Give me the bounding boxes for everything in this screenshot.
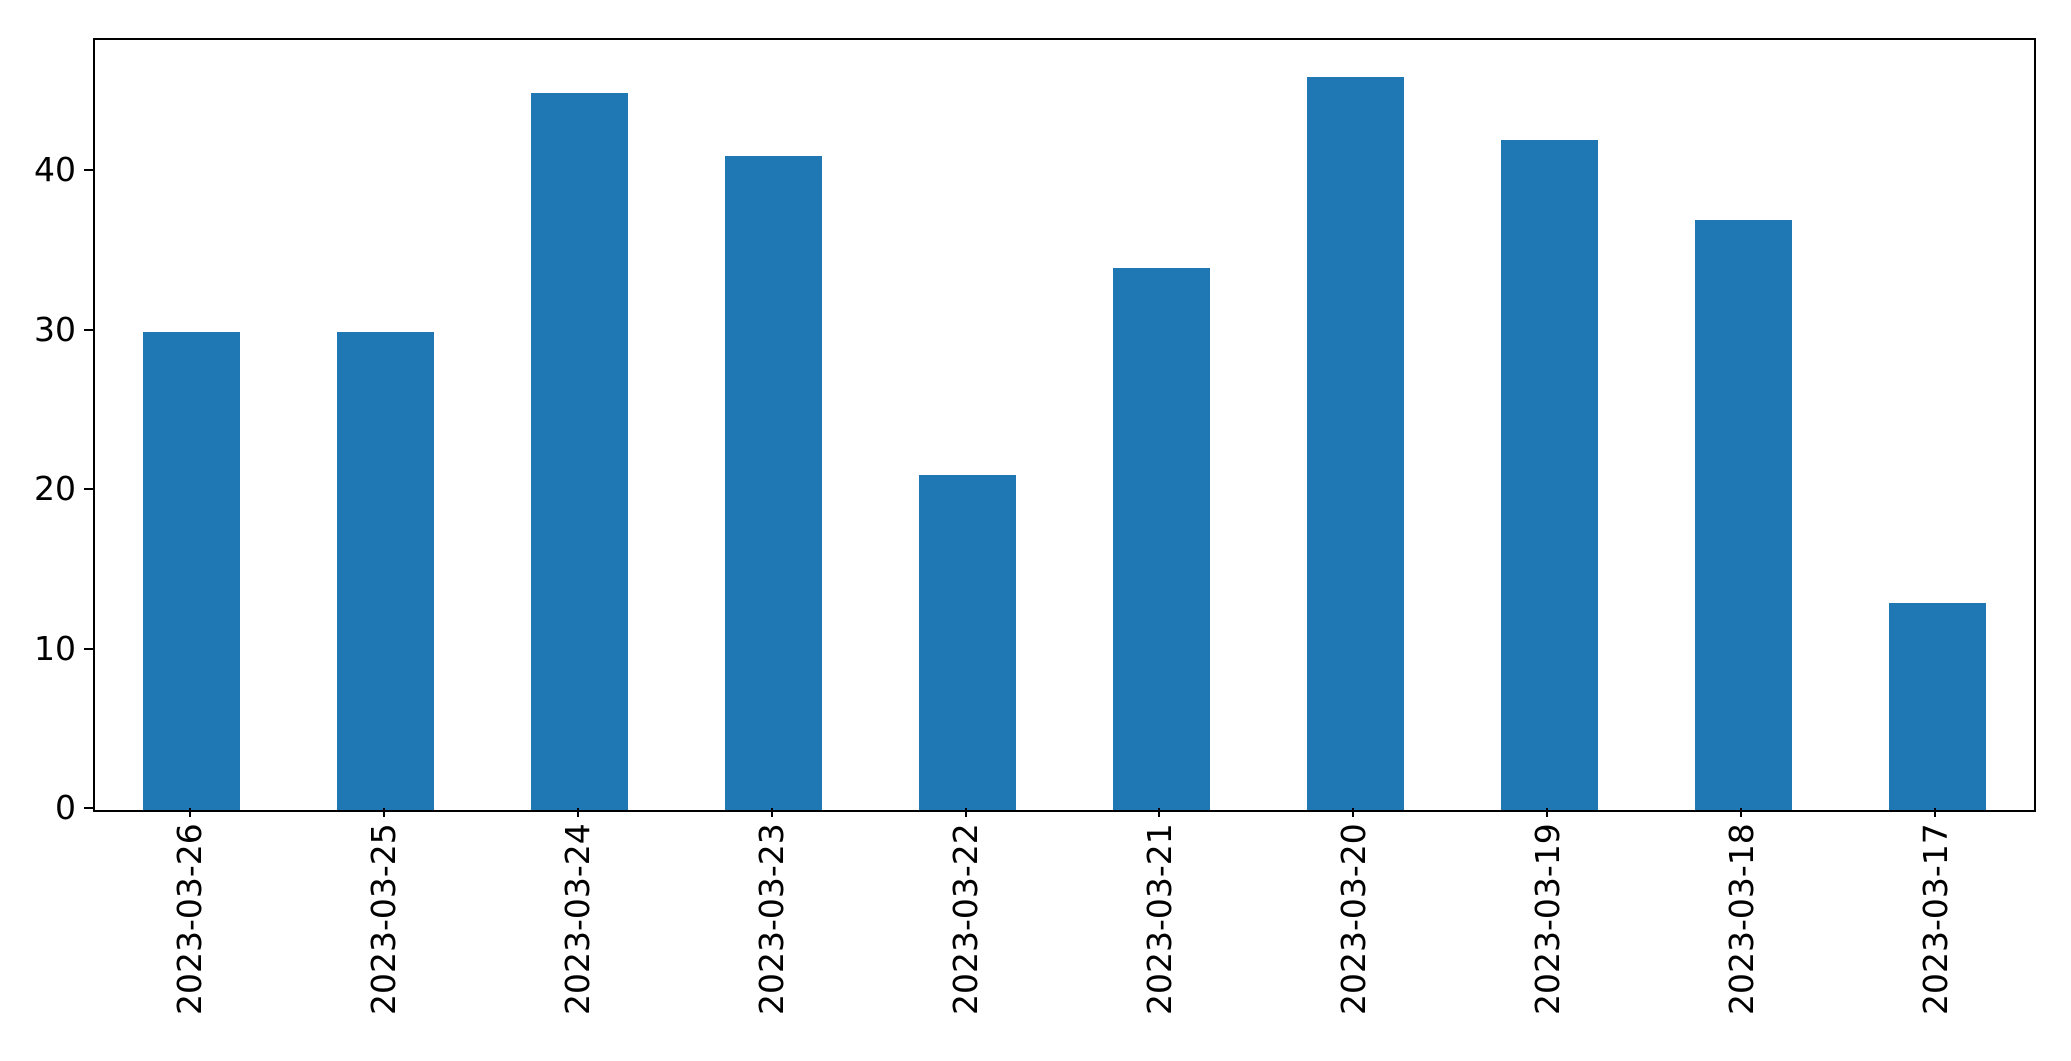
bar-2023-03-18 <box>1694 220 1792 810</box>
x-axis-tick-label: 2023-03-25 <box>364 823 404 1015</box>
x-axis-tick <box>188 808 191 817</box>
y-axis-tick-label: 20 <box>34 469 76 509</box>
x-axis-tick <box>770 808 773 817</box>
x-axis-tick <box>964 808 967 817</box>
x-axis-tick-label: 2023-03-26 <box>170 823 210 1015</box>
x-axis-tick-label: 2023-03-22 <box>946 823 986 1015</box>
x-axis-tick-label: 2023-03-20 <box>1333 823 1373 1015</box>
bar-2023-03-22 <box>919 475 1016 810</box>
x-axis-tick <box>1158 808 1161 817</box>
bar-2023-03-20 <box>1306 76 1404 810</box>
y-axis-tick-label: 30 <box>34 309 76 349</box>
x-axis-tick-label: 2023-03-21 <box>1139 823 1179 1015</box>
x-axis-tick-label: 2023-03-24 <box>558 823 598 1015</box>
x-axis-tick-label: 2023-03-17 <box>1915 823 1955 1015</box>
plot-area <box>93 38 2036 812</box>
x-axis-tick <box>382 808 385 817</box>
bar-2023-03-25 <box>337 331 435 810</box>
y-axis-tick <box>84 328 93 331</box>
y-axis-tick-label: 0 <box>55 788 76 827</box>
x-axis-tick <box>1934 808 1937 817</box>
x-axis-tick <box>1352 808 1355 817</box>
x-axis-tick-label: 2023-03-23 <box>752 823 792 1015</box>
x-axis-tick <box>1740 808 1743 817</box>
bar-2023-03-23 <box>725 156 823 810</box>
bar-2023-03-26 <box>143 331 241 810</box>
y-axis-tick <box>84 169 93 172</box>
bar-2023-03-24 <box>531 92 629 810</box>
y-axis-tick <box>84 807 93 809</box>
y-axis-tick-label: 40 <box>34 150 76 190</box>
bar-2023-03-19 <box>1500 140 1598 810</box>
x-axis-tick <box>576 808 579 817</box>
x-axis-tick-label: 2023-03-19 <box>1527 823 1567 1015</box>
y-axis-tick-label: 10 <box>34 628 76 668</box>
x-axis-tick-label: 2023-03-18 <box>1721 823 1761 1015</box>
y-axis-tick <box>84 488 93 491</box>
bar-2023-03-21 <box>1112 267 1210 810</box>
y-axis-tick <box>84 647 93 650</box>
bar-2023-03-17 <box>1888 602 1986 810</box>
x-axis-tick <box>1546 808 1549 817</box>
